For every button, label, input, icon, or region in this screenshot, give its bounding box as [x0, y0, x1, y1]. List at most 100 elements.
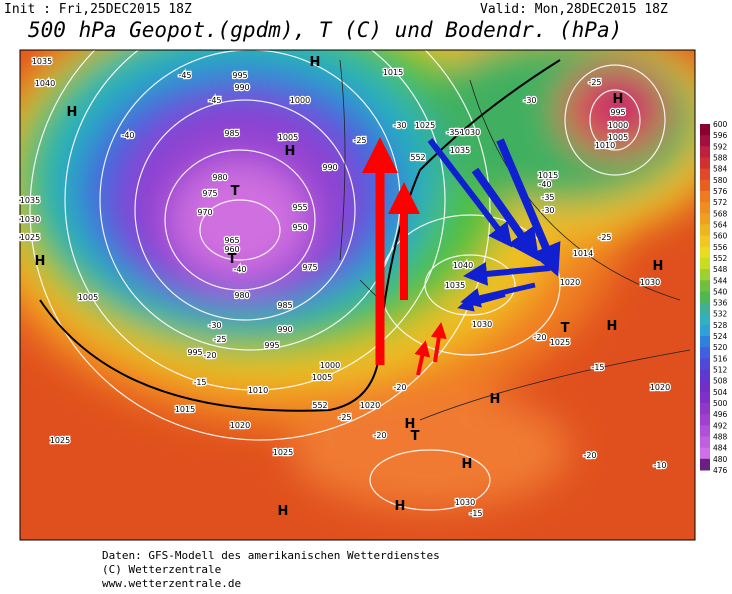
colorbar-label: 580 — [713, 176, 728, 185]
colorbar-label: 520 — [713, 343, 728, 352]
contour-label: -15 — [193, 378, 206, 387]
colorbar-label: 536 — [713, 299, 728, 308]
colorbar-segment — [700, 257, 710, 270]
contour-label: 1020 — [650, 383, 670, 392]
colorbar-label: 488 — [713, 433, 728, 442]
contour-label: -20 — [393, 383, 406, 392]
contour-label: -45 — [208, 96, 221, 105]
colorbar-segment — [700, 302, 710, 315]
contour-label: 1010 — [248, 386, 268, 395]
colorbar-segment — [700, 179, 710, 192]
contour-label: 990 — [234, 83, 249, 92]
colorbar-label: 504 — [713, 388, 728, 397]
init-time: Init : Fri,25DEC2015 18Z — [4, 2, 192, 17]
contour-label: 1030 — [460, 128, 480, 137]
colorbar-segment — [700, 135, 710, 147]
colorbar-label: 512 — [713, 366, 728, 375]
contour-label: -25 — [588, 78, 601, 87]
contour-label: 1025 — [415, 121, 435, 130]
contour-label: -40 — [538, 180, 551, 189]
contour-label: -20 — [373, 431, 386, 440]
contour-label: -10 — [653, 461, 666, 470]
contour-label: 1025 — [273, 448, 293, 457]
colorbar-segment — [700, 391, 710, 404]
colorbar-segment — [700, 425, 710, 438]
pressure-center: H — [405, 417, 416, 432]
colorbar-label: 564 — [713, 220, 728, 229]
colorbar-label: 492 — [713, 421, 728, 430]
contour-label: 980 — [234, 291, 249, 300]
contour-label: 1040 — [35, 79, 55, 88]
pressure-center: H — [653, 259, 664, 274]
contour-label: 1000 — [320, 361, 340, 370]
contour-label: 975 — [302, 263, 317, 272]
contour-label: 1010 — [595, 141, 615, 150]
contour-label: 995 — [187, 348, 202, 357]
colorbar-label: 484 — [713, 444, 728, 453]
contour-label: 990 — [322, 163, 337, 172]
contour-label: -30 — [523, 96, 536, 105]
colorbar-label: 596 — [713, 131, 728, 140]
colorbar-segment — [700, 336, 710, 348]
colorbar-label: 476 — [713, 466, 728, 475]
contour-label: 995 — [610, 108, 625, 117]
contour-label: -15 — [591, 363, 604, 372]
colorbar-segment — [700, 324, 710, 337]
contour-label: 1020 — [230, 421, 250, 430]
contour-label: -30 — [541, 206, 554, 215]
colorbar-segment — [700, 269, 710, 281]
colorbar-label: 600 — [713, 120, 728, 129]
colorbar-label: 532 — [713, 310, 728, 319]
colorbar-segment — [700, 213, 710, 225]
footer-line: Daten: GFS-Modell des amerikanischen Wet… — [102, 549, 440, 562]
colorbar-label: 548 — [713, 265, 728, 274]
contour-label: 552 — [410, 153, 425, 162]
colorbar-segment — [700, 447, 710, 460]
contour-label: 1025 — [550, 338, 570, 347]
colorbar-segment — [700, 280, 710, 292]
colorbar-segment — [700, 458, 710, 471]
pressure-center: H — [462, 457, 473, 472]
contour-label: 1025 — [50, 436, 70, 445]
colorbar-label: 556 — [713, 243, 728, 252]
contour-label: -40 — [233, 265, 246, 274]
colorbar-label: 516 — [713, 354, 728, 363]
contour-label: 1000 — [290, 96, 310, 105]
colorbar-segment — [700, 235, 710, 248]
colorbar-label: 552 — [713, 254, 728, 263]
colorbar-segment — [700, 146, 710, 158]
pressure-center: H — [607, 319, 618, 334]
colorbar-label: 568 — [713, 209, 728, 218]
colorbar-segment — [700, 436, 710, 449]
pressure-center: H — [613, 92, 624, 107]
contour-label: 1030 — [472, 320, 492, 329]
pressure-center: T — [231, 184, 240, 199]
contour-label: -20 — [583, 451, 596, 460]
flow-arrows — [362, 137, 561, 376]
pressure-center: H — [395, 499, 406, 514]
colorbar-label: 528 — [713, 321, 728, 330]
colorbar-segment — [700, 380, 710, 393]
colorbar-label: 508 — [713, 377, 728, 386]
colorbar-label: 584 — [713, 165, 728, 174]
contour-label: 965 — [224, 236, 239, 245]
contour-label: 1030 — [640, 278, 660, 287]
contour-label: -35 — [446, 128, 459, 137]
colorbar-segment — [700, 246, 710, 259]
contour-label: -25 — [598, 233, 611, 242]
contour-label: 1005 — [312, 373, 332, 382]
colorbar-segment — [700, 358, 710, 371]
pressure-center: H — [490, 392, 501, 407]
contour-label: 1035 — [445, 281, 465, 290]
contour-label: -30 — [393, 121, 406, 130]
contour-label: 1000 — [608, 121, 628, 130]
contour-label: 1015 — [383, 68, 403, 77]
colorbar-label: 592 — [713, 142, 728, 151]
contour-label: 1015 — [175, 405, 195, 414]
contour-label: -20 — [533, 333, 546, 342]
colorbar-label: 500 — [713, 399, 728, 408]
contour-label: 970 — [197, 208, 212, 217]
colorbar-segment — [700, 124, 710, 136]
contour-label: 1030 — [20, 215, 40, 224]
